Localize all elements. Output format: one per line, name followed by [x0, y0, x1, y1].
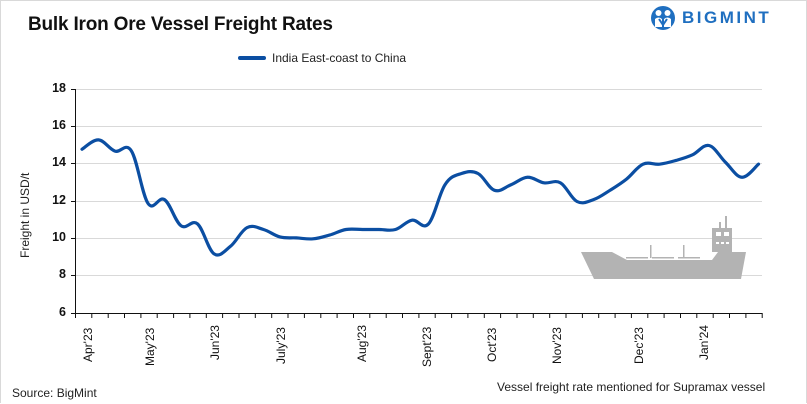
y-tick-label: 8	[59, 267, 66, 281]
x-tick-label: May'23	[143, 327, 157, 366]
logo-text: BIGMINT	[682, 8, 772, 27]
y-axis-ticks	[71, 89, 75, 276]
source-note: Source: BigMint	[12, 386, 97, 400]
y-tick-label: 18	[52, 81, 66, 95]
legend: India East-coast to China	[238, 51, 406, 65]
x-tick-label: Jan'24	[697, 325, 711, 360]
x-tick-label: Sept'23	[420, 326, 434, 367]
x-tick-label: July'23	[274, 327, 288, 364]
y-tick-label: 6	[59, 305, 66, 319]
bigmint-logo: BIGMINT	[650, 5, 771, 31]
ship-icon	[581, 216, 746, 279]
y-tick-label: 12	[52, 193, 66, 207]
chart-title: Bulk Iron Ore Vessel Freight Rates	[28, 14, 333, 35]
x-tick-label: Aug'23	[355, 325, 369, 362]
x-tick-label: Nov'23	[550, 327, 564, 364]
x-axis-ticks	[75, 313, 763, 318]
x-tick-label: Oct'23	[485, 327, 499, 362]
x-tick-label: Jun'23	[208, 325, 222, 360]
y-tick-label: 16	[52, 118, 66, 132]
series-line-india-east-coast-to-china	[80, 138, 761, 257]
y-tick-label: 10	[52, 230, 66, 244]
bigmint-logo-icon	[651, 6, 675, 30]
x-tick-label: Dec'23	[632, 327, 646, 364]
x-tick-label: Apr'23	[81, 327, 95, 362]
vessel-note: Vessel freight rate mentioned for Supram…	[497, 380, 766, 394]
legend-label: India East-coast to China	[272, 51, 407, 65]
y-tick-label: 14	[52, 155, 66, 169]
legend-swatch	[238, 56, 266, 60]
gridlines	[75, 89, 762, 276]
